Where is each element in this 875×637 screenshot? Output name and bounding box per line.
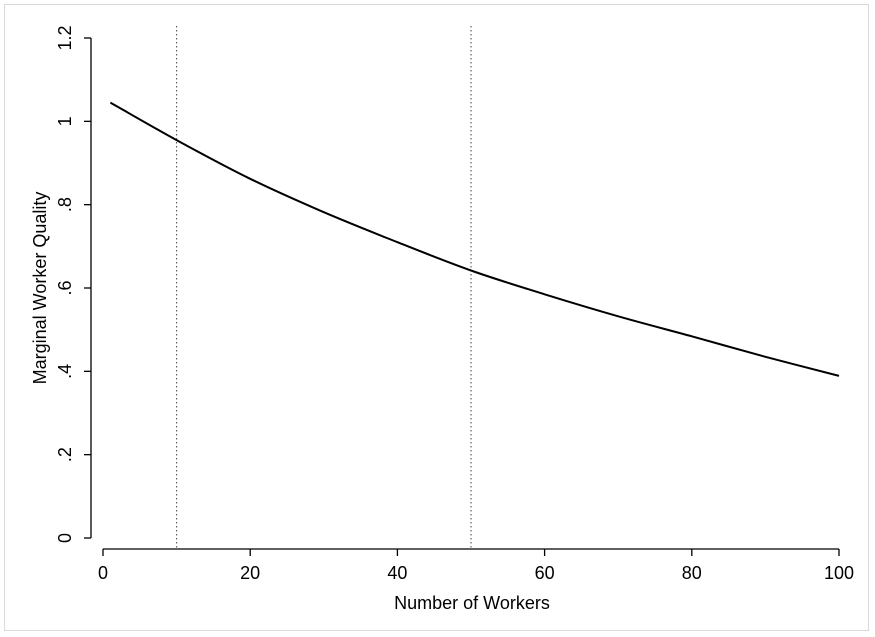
y-tick-label: .8 xyxy=(55,197,75,212)
y-tick-label: .4 xyxy=(55,364,75,379)
x-tick-label: 40 xyxy=(387,563,407,583)
x-tick-label: 20 xyxy=(240,563,260,583)
figure-border xyxy=(4,4,869,631)
x-tick-label: 80 xyxy=(682,563,702,583)
series-layer xyxy=(109,101,840,377)
y-axis-title: Marginal Worker Quality xyxy=(30,192,50,385)
axes: 0 .2 .4 .6 .8 1 1.2 0 20 40 60 80 100 xyxy=(55,25,854,583)
y-tick-label: 1 xyxy=(55,116,75,126)
y-tick-label: 0 xyxy=(55,533,75,543)
y-tick-label: .2 xyxy=(55,447,75,462)
y-tick-label: 1.2 xyxy=(55,25,75,50)
x-axis-title: Number of Workers xyxy=(394,593,550,613)
y-tick-label: .6 xyxy=(55,280,75,295)
x-tick-label: 60 xyxy=(535,563,555,583)
x-tick-label: 0 xyxy=(98,563,108,583)
series-line xyxy=(109,101,840,377)
x-tick-label: 100 xyxy=(824,563,854,583)
reference-lines xyxy=(176,26,472,549)
